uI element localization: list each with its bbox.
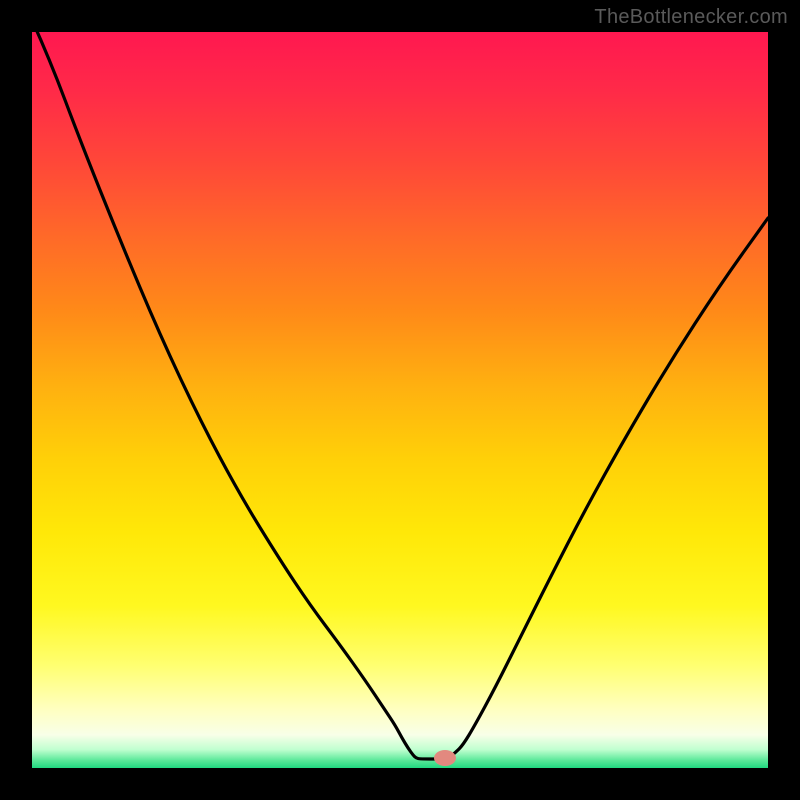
plot-background (32, 32, 768, 768)
watermark-text: TheBottlenecker.com (594, 6, 788, 29)
optimal-marker (434, 750, 456, 766)
chart-svg (0, 0, 800, 800)
bottleneck-chart: TheBottlenecker.com (0, 0, 800, 800)
